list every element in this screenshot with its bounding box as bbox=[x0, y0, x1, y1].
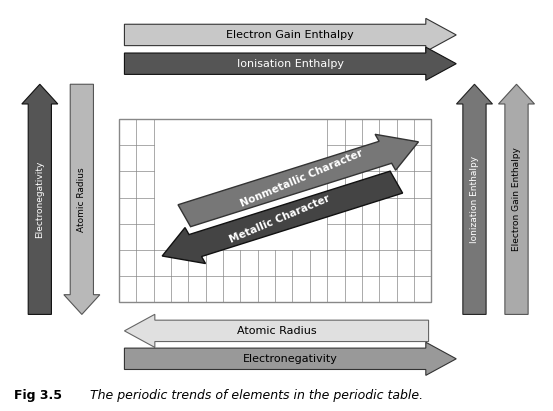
FancyArrow shape bbox=[124, 47, 456, 80]
Text: The periodic trends of elements in the periodic table.: The periodic trends of elements in the p… bbox=[86, 389, 423, 402]
FancyArrow shape bbox=[22, 84, 58, 314]
Text: Electronegativity: Electronegativity bbox=[243, 354, 338, 364]
Text: Nonmetallic Character: Nonmetallic Character bbox=[239, 148, 364, 209]
FancyArrow shape bbox=[498, 84, 535, 314]
FancyArrow shape bbox=[178, 134, 419, 227]
Text: Electronegativity: Electronegativity bbox=[35, 161, 44, 238]
FancyArrow shape bbox=[124, 18, 456, 51]
Text: Atomic Radius: Atomic Radius bbox=[77, 167, 86, 232]
FancyArrow shape bbox=[162, 171, 403, 263]
Text: Fig 3.5: Fig 3.5 bbox=[14, 389, 62, 402]
Text: Ionization Enthalpy: Ionization Enthalpy bbox=[470, 156, 479, 243]
Text: Metallic Character: Metallic Character bbox=[227, 193, 331, 245]
FancyArrow shape bbox=[124, 342, 456, 375]
Text: Atomic Radius: Atomic Radius bbox=[237, 326, 316, 336]
Text: Electron Gain Enthalpy: Electron Gain Enthalpy bbox=[512, 148, 521, 251]
FancyArrow shape bbox=[124, 314, 429, 347]
Bar bbox=[119, 119, 431, 302]
FancyArrow shape bbox=[64, 84, 100, 314]
Text: Electron Gain Enthalpy: Electron Gain Enthalpy bbox=[226, 30, 354, 40]
FancyArrow shape bbox=[456, 84, 493, 314]
Text: Ionisation Enthalpy: Ionisation Enthalpy bbox=[237, 59, 344, 69]
Bar bbox=[154, 145, 327, 250]
